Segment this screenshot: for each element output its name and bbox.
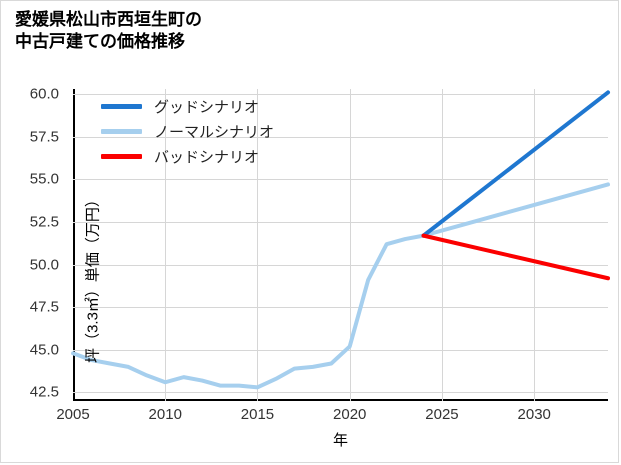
y-tick-label: 52.5 <box>29 213 59 231</box>
legend-label-normal: ノーマルシナリオ <box>154 124 275 141</box>
y-tick-label: 57.5 <box>29 128 59 146</box>
x-tick-label: 2020 <box>333 406 367 423</box>
gridline-horizontal <box>73 136 608 138</box>
y-axis-tick-labels: 42.5 45.0 47.5 50.0 52.5 55.0 57.5 60.0 <box>1 85 67 401</box>
gridline-horizontal <box>73 392 608 394</box>
x-tick-label: 2030 <box>517 406 551 423</box>
gridline-horizontal <box>73 179 608 181</box>
x-tick-label: 2010 <box>148 406 182 423</box>
gridline-vertical <box>165 89 167 401</box>
legend: グッドシナリオ ノーマルシナリオ バッドシナリオ <box>101 94 331 169</box>
gridline-horizontal <box>73 307 608 309</box>
series-line <box>421 90 610 238</box>
legend-swatch-good <box>101 104 142 109</box>
gridline-horizontal <box>73 264 608 266</box>
x-tick-label: 2005 <box>56 406 90 423</box>
y-tick-label: 47.5 <box>29 298 59 316</box>
y-tick-label: 45.0 <box>29 341 59 359</box>
x-axis-line <box>73 399 608 401</box>
x-tick-label: 2025 <box>425 406 459 423</box>
plot-area: グッドシナリオ ノーマルシナリオ バッドシナリオ 坪（3.3㎡）単価（万円） <box>71 89 610 401</box>
series-lines <box>71 90 610 390</box>
legend-item-bad[interactable]: バッドシナリオ <box>101 144 331 169</box>
series-line <box>421 233 610 281</box>
legend-label-bad: バッドシナリオ <box>154 149 260 166</box>
y-tick-label: 50.0 <box>29 256 59 274</box>
x-axis-tick-labels: 2005 2010 2015 2020 2025 2030 <box>56 401 608 427</box>
y-axis-line <box>73 89 75 401</box>
gridline-vertical <box>257 89 259 401</box>
legend-swatch-bad <box>101 154 142 159</box>
y-tick-label: 42.5 <box>29 383 59 401</box>
legend-item-good[interactable]: グッドシナリオ <box>101 94 331 119</box>
gridline-vertical <box>441 89 443 401</box>
legend-swatch-normal <box>101 129 142 134</box>
y-tick-label: 55.0 <box>29 170 59 188</box>
gridline-horizontal <box>73 94 608 96</box>
gridline-horizontal <box>73 221 608 223</box>
y-tick-label: 60.0 <box>29 85 59 103</box>
y-axis-title: 坪（3.3㎡）単価（万円） <box>84 192 102 363</box>
gridline-vertical <box>534 89 536 401</box>
gridline-horizontal <box>73 349 608 351</box>
legend-item-normal[interactable]: ノーマルシナリオ <box>101 119 331 144</box>
gridline-vertical <box>349 89 351 401</box>
page-title: 愛媛県松山市西垣生町の 中古戸建ての価格推移 <box>15 10 202 52</box>
x-axis-title: 年 <box>332 432 348 449</box>
series-line <box>71 182 610 390</box>
legend-label-good: グッドシナリオ <box>154 99 260 116</box>
x-tick-label: 2015 <box>240 406 275 423</box>
